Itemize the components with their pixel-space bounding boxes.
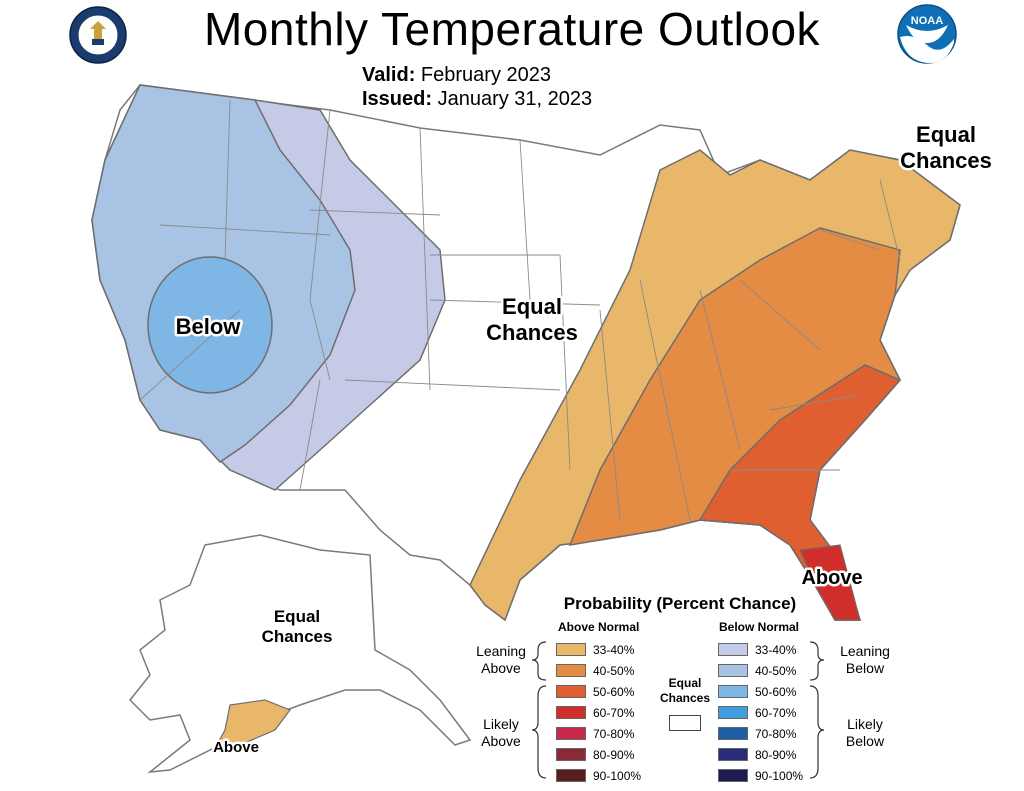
legend-leaning-above: Leaning Above: [468, 643, 534, 677]
valid-line: Valid: February 2023: [362, 64, 551, 87]
legend-likely-above: Likely Above: [468, 716, 534, 750]
doc-seal-logo: [69, 6, 127, 64]
legend-above-row: 90-100%: [556, 766, 653, 785]
legend-below-label: 60-70%: [755, 705, 797, 720]
legend-above-swatch: [556, 643, 586, 656]
equal-chances-line1: Equal: [668, 676, 702, 690]
legend-above-swatch: [556, 706, 586, 719]
legend-above-row: 60-70%: [556, 703, 653, 722]
alaska-above-region: [213, 699, 291, 749]
likely-above-line2: Above: [481, 733, 521, 749]
legend-below-row: 90-100%: [718, 766, 815, 785]
map-label-central-chances: Chances: [486, 320, 578, 345]
leaning-below-line1: Leaning: [840, 643, 890, 659]
legend-below-label: 33-40%: [755, 642, 797, 657]
leaning-above-line1: Leaning: [476, 643, 526, 659]
likely-above-line1: Likely: [483, 716, 519, 732]
legend-equal-chances-label: Equal Chances: [650, 676, 720, 706]
legend-likely-below: Likely Below: [830, 716, 900, 750]
legend-below-header: Below Normal: [719, 620, 800, 634]
legend-above-header: Above Normal: [558, 620, 640, 634]
map-label-ak-above: Above: [213, 739, 259, 756]
valid-value: February 2023: [420, 64, 551, 86]
legend-above-row: 40-50%: [556, 661, 653, 680]
map-label-se-above: Above: [801, 567, 862, 589]
legend-below-row: 40-50%: [718, 661, 815, 680]
valid-label: Valid:: [362, 64, 416, 86]
noaa-logo: NOAA: [897, 4, 957, 64]
legend-above-label: 40-50%: [593, 663, 635, 678]
map-label-ak-chances: Chances: [262, 627, 333, 646]
legend-above-swatch: [556, 685, 586, 698]
legend-below-label: 40-50%: [755, 663, 797, 678]
map-label-ak-equal: Equal: [274, 607, 320, 626]
legend-below-swatch: [718, 727, 748, 740]
legend-above-row: 50-60%: [556, 682, 653, 701]
legend-above-label: 33-40%: [593, 642, 635, 657]
equal-chances-line2: Chances: [659, 691, 711, 705]
leaning-below-line2: Below: [845, 660, 885, 676]
map-label-below: Below: [176, 314, 242, 339]
issued-line: Issued: January 31, 2023: [362, 88, 592, 111]
legend-above-row: 70-80%: [556, 724, 653, 743]
legend-above-swatch: [556, 664, 586, 677]
map-label-central-equal: Equal: [502, 294, 562, 319]
legend-above-label: 80-90%: [593, 747, 635, 762]
legend-below-swatch: [718, 664, 748, 677]
legend-title: Probability (Percent Chance): [563, 594, 797, 613]
legend-below-row: 50-60%: [718, 682, 815, 701]
legend-above-label: 60-70%: [593, 705, 635, 720]
legend-above-label: 90-100%: [593, 768, 642, 783]
legend-above-swatch: [556, 748, 586, 761]
below-50-60-region: [147, 256, 273, 394]
legend-above-row: 80-90%: [556, 745, 653, 764]
legend-below-swatch: [718, 706, 748, 719]
legend-below-row: 60-70%: [718, 703, 815, 722]
above-60-70-region: [799, 544, 861, 621]
legend-below-swatch: [718, 769, 748, 782]
issued-value: January 31, 2023: [437, 88, 593, 110]
legend-below-row: 70-80%: [718, 724, 815, 743]
map-label-ne-equal: Equal: [916, 122, 976, 147]
legend-below-braces: [809, 641, 825, 779]
leaning-above-line2: Above: [481, 660, 521, 676]
legend-above-swatch: [556, 727, 586, 740]
legend-below-label: 70-80%: [755, 726, 797, 741]
legend-below-label: 90-100%: [755, 768, 804, 783]
likely-below-line2: Below: [845, 733, 885, 749]
svg-text:NOAA: NOAA: [911, 15, 943, 27]
legend-below-swatch: [718, 748, 748, 761]
legend-below-label: 80-90%: [755, 747, 797, 762]
legend-above-label: 70-80%: [593, 726, 635, 741]
state-borders: [139, 99, 901, 521]
legend-above-row: 33-40%: [556, 640, 653, 659]
map-label-ne-chances: Chances: [900, 148, 992, 173]
legend-below-row: 80-90%: [718, 745, 815, 764]
legend-below-row: 33-40%: [718, 640, 815, 659]
likely-below-line1: Likely: [847, 716, 883, 732]
legend-leaning-below: Leaning Below: [830, 643, 900, 677]
issued-label: Issued:: [362, 88, 433, 110]
legend-above-label: 50-60%: [593, 684, 635, 699]
legend-below-swatch: [718, 643, 748, 656]
legend-above-braces: [531, 641, 547, 779]
legend-equal-chances-swatch: [669, 715, 701, 731]
legend-below-swatch: [718, 685, 748, 698]
legend-below-label: 50-60%: [755, 684, 797, 699]
page-title: Monthly Temperature Outlook: [203, 3, 821, 55]
legend-above-swatch: [556, 769, 586, 782]
alaska-land: [128, 534, 472, 773]
